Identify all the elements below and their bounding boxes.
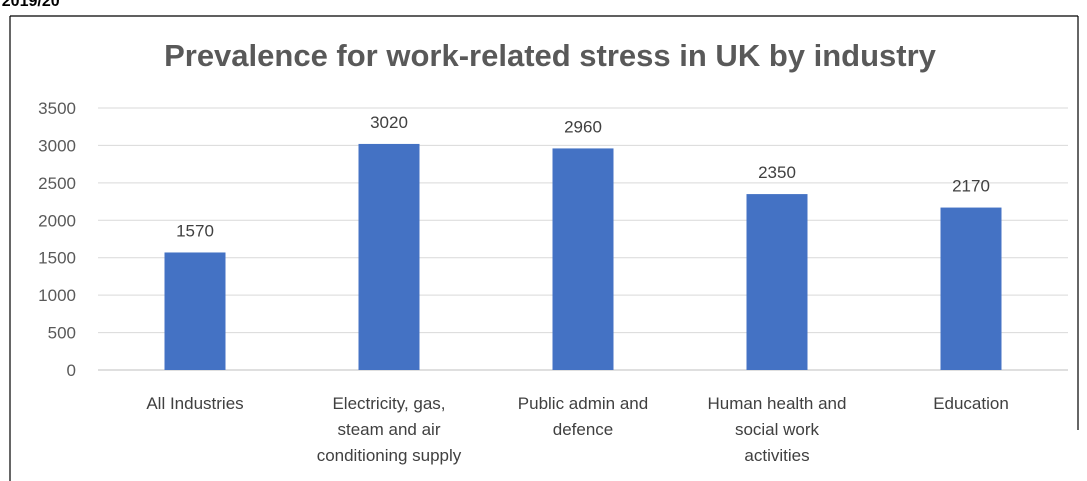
x-category-label: Electricity, gas, steam and air conditioni… [317,394,462,465]
header-fragment: - 2019/20 [0,0,60,10]
y-tick-label: 0 [67,361,76,380]
bar [164,252,226,370]
bar [552,148,614,370]
bar-value-label: 2350 [758,163,796,182]
x-axis-categories: All Industries Electricity, gas, steam and… [146,394,1008,465]
y-tick-label: 2000 [38,211,76,230]
bar [940,207,1002,370]
x-category-label: Public admin and defence [518,394,648,439]
bar-value-label: 1570 [176,221,214,240]
bar [358,143,420,370]
y-tick-label: 1000 [38,286,76,305]
y-tick-label: 3000 [38,136,76,155]
y-tick-label: 2500 [38,174,76,193]
data-labels: 1570 3020 2960 2350 2170 [176,113,990,241]
y-tick-label: 500 [48,324,76,343]
bar [746,194,808,370]
chart-title: Prevalence for work-related stress in UK… [164,38,937,73]
x-category-label: All Industries [146,394,243,413]
y-axis-ticks: 0 500 1000 1500 2000 2500 3000 3500 [38,99,76,380]
bar-value-label: 2960 [564,117,602,136]
y-tick-label: 3500 [38,99,76,118]
bars [164,143,1002,370]
bar-value-label: 2170 [952,177,990,196]
bar-value-label: 3020 [370,113,408,132]
x-category-label: Education [933,394,1009,413]
x-category-label: Human health and social work activities [708,394,847,465]
y-tick-label: 1500 [38,249,76,268]
